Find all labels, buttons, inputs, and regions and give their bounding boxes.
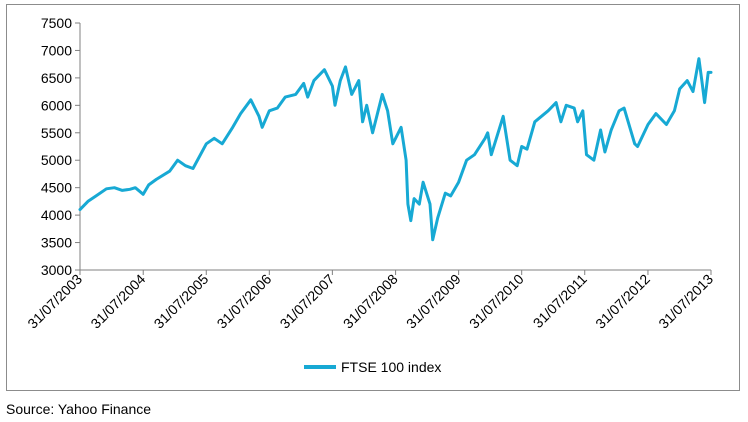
x-tick-label: 31/07/2004: [87, 271, 148, 332]
series-line-ftse-100-index: [78, 57, 713, 242]
x-tick-label: 31/07/2013: [655, 271, 716, 332]
y-tick-label: 5500: [41, 125, 72, 141]
x-tick-label: 31/07/2007: [277, 271, 338, 332]
x-tick-label: 31/07/2006: [214, 271, 275, 332]
series-group: [78, 57, 713, 242]
x-tick-label: 31/07/2003: [24, 271, 85, 332]
x-tick-label: 31/07/2005: [151, 271, 212, 332]
chart-frame: [6, 4, 740, 391]
y-tick-label: 4000: [41, 207, 72, 223]
source-note: Source: Yahoo Finance: [6, 401, 152, 417]
y-tick-label: 7000: [41, 42, 72, 58]
y-axis: 3000 3500 4000 4500 5000 5500 6000 6500 7000 7500: [41, 15, 81, 278]
x-tick-label: 31/07/2009: [403, 271, 464, 332]
y-tick-label: 5000: [41, 152, 72, 168]
y-tick-label: 7500: [41, 15, 72, 31]
y-tick-label: 3000: [41, 262, 72, 278]
y-tick-label: 4500: [41, 180, 72, 196]
y-tick-label: 6500: [41, 70, 72, 86]
x-tick-label: 31/07/2011: [530, 271, 590, 331]
y-tick-label: 3500: [41, 235, 72, 251]
x-tick-label: 31/07/2012: [592, 271, 653, 332]
y-tick-label: 6000: [41, 97, 72, 113]
x-tick-label: 31/07/2008: [340, 271, 401, 332]
x-tick-label: 31/07/2010: [466, 271, 527, 332]
legend-label-ftse-100-index: FTSE 100 index: [341, 359, 441, 375]
legend: FTSE 100 index: [304, 359, 441, 375]
x-axis: 31/07/2003 31/07/2004 31/07/2005 31/07/2006…: [24, 269, 716, 332]
